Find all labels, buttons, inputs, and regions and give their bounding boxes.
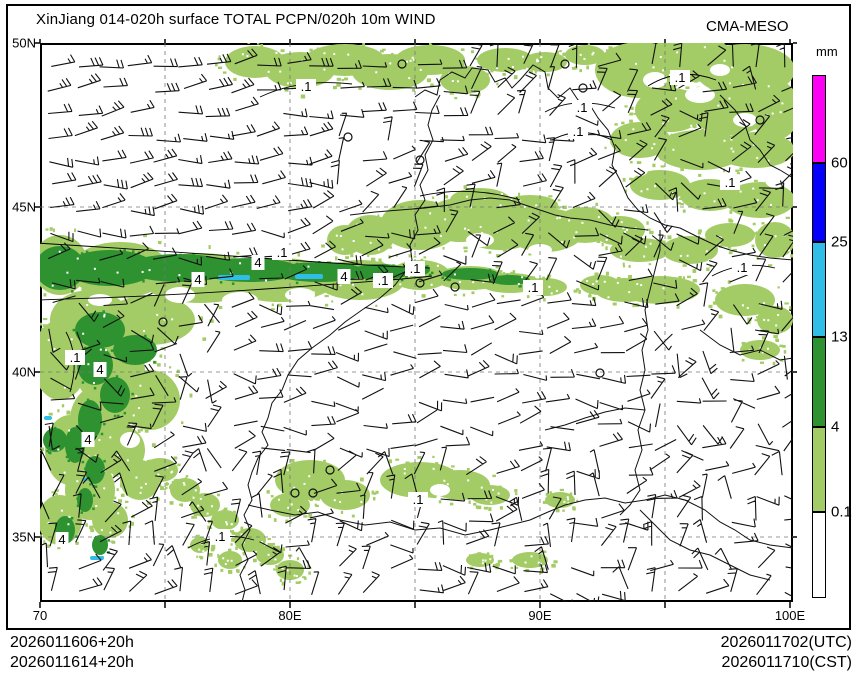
contour-label: .1 (577, 100, 588, 115)
calm-wind-circles (158, 59, 765, 498)
colorbar-tick-0.1: 0.1 (831, 503, 852, 521)
colorbar-segment-2 (812, 242, 826, 337)
contour-label: 4 (96, 362, 103, 377)
contour-label: 4 (194, 272, 201, 287)
colorbar-tick-13: 13 (831, 328, 848, 346)
colorbar-tick-4: 4 (831, 418, 840, 436)
axis-ticks (34, 39, 797, 608)
lon-label-100E: 100E (774, 608, 806, 623)
colorbar-segment-4 (812, 427, 826, 512)
lat-label-35N: 35N (12, 529, 36, 545)
init-time-1: 2026011606+20h (10, 634, 134, 651)
contour-label: 4 (58, 532, 65, 547)
colorbar-segment-1 (812, 163, 826, 242)
contour-label: .1 (573, 124, 584, 139)
colorbar-tick-60: 60 (831, 154, 848, 172)
valid-time-utc: 2026011702(UTC) (720, 634, 852, 651)
contour-label: .1 (215, 529, 226, 544)
lon-label-70: 70 (32, 608, 48, 623)
contour-label: .1 (413, 492, 424, 507)
contour-labels: .1 .1 .1 .1 .1 .1 .1 .1 .1 .1 .1 .1 .1 4 4 4 4 4 4 (55, 70, 752, 547)
contour-label: 4 (340, 269, 347, 284)
contour-label: .1 (410, 261, 421, 276)
contour-label: .1 (528, 280, 539, 295)
colorbar-segment-0 (812, 75, 826, 163)
contour-label: .1 (301, 79, 312, 94)
lat-label-40N: 40N (12, 364, 36, 380)
contour-label: .1 (737, 260, 748, 275)
colorbar-unit-label: mm (816, 44, 838, 59)
lon-label-80E: 80E (278, 608, 302, 623)
colorbar-segment-3 (812, 337, 826, 427)
contour-label: .1 (378, 273, 389, 288)
lat-label-50N: 50N (12, 35, 36, 51)
init-time-2: 2026011614+20h (10, 654, 134, 671)
contour-label: .1 (725, 175, 736, 190)
lon-label-90E: 90E (528, 608, 552, 623)
contour-label: 4 (84, 432, 91, 447)
colorbar-segment-5 (812, 512, 826, 598)
model-name: CMA-MESO (706, 18, 789, 35)
colorbar-tick-25: 25 (831, 233, 848, 251)
contour-label: 4 (254, 255, 261, 270)
valid-time-cst: 2026011710(CST) (721, 654, 852, 671)
map-content: .1 .1 .1 .1 .1 .1 .1 .1 .1 .1 .1 .1 .1 4 4 4 4 4 4 (40, 43, 793, 602)
contour-label: .1 (70, 350, 81, 365)
contour-label: .1 (675, 70, 686, 85)
lat-label-45N: 45N (12, 199, 36, 215)
page-title: XinJiang 014-020h surface TOTAL PCPN/020… (36, 11, 436, 28)
wind-barbs (40, 43, 793, 602)
contour-label: .1 (277, 245, 288, 260)
